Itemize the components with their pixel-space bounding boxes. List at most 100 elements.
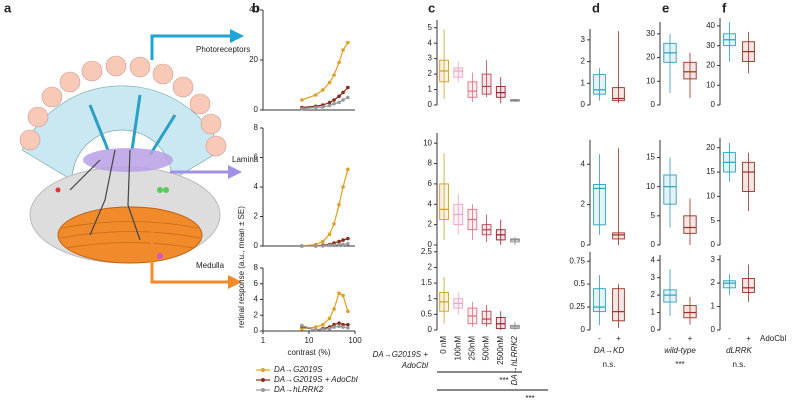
data-point [332, 307, 336, 311]
series-line [301, 169, 349, 247]
y-tick-label: 0.5 [421, 309, 433, 318]
x-axis-title: DA→KD [594, 346, 624, 355]
y-tick-label: 4 [254, 295, 259, 304]
data-point [327, 232, 332, 236]
legend-marker [261, 388, 265, 392]
data-point [337, 291, 341, 296]
data-point [346, 309, 350, 314]
y-tick-label: 40 [706, 21, 715, 30]
y-tick-label: 2 [254, 310, 259, 319]
data-point [346, 236, 350, 241]
data-point [341, 185, 345, 189]
box-body [612, 232, 625, 240]
y-tick-label: 0 [254, 326, 259, 335]
data-point [321, 322, 325, 327]
box-body [453, 67, 464, 78]
box-body [481, 73, 492, 95]
data-point [341, 90, 345, 95]
box-body [683, 215, 697, 234]
data-point [337, 60, 341, 65]
box-body [663, 174, 677, 205]
data-point [327, 316, 332, 321]
legend-marker [261, 378, 265, 382]
box-body [467, 81, 478, 98]
data-point [313, 244, 318, 248]
y-tick-label: 10 [646, 76, 655, 85]
illustration-label: Medulla [196, 261, 225, 270]
data-point [337, 324, 341, 329]
data-point [321, 88, 325, 92]
data-point [346, 167, 350, 172]
y-tick-label: 1 [651, 308, 656, 317]
x-tick-label: 250nM [468, 336, 477, 361]
y-tick-label: 0 [711, 100, 716, 109]
x-tick-label: 100 [348, 336, 362, 345]
data-point [341, 238, 345, 242]
data-point [341, 293, 345, 298]
y-tick-label: 4 [428, 38, 433, 47]
category-title: AdoCbl [760, 334, 786, 343]
data-point [300, 244, 304, 248]
y-tick-label: 2.5 [421, 247, 433, 256]
y-tick-label: 1 [428, 294, 433, 303]
legend-label: DA→G2019S [274, 365, 323, 374]
y-tick-label: 5 [711, 216, 716, 225]
y-tick-label: 4 [428, 199, 433, 208]
y-tick-label: 15 [646, 153, 655, 162]
x-tick-label: 0 nM [439, 336, 448, 354]
data-point [300, 323, 304, 328]
annotation: n.s. [603, 360, 616, 369]
y-tick-label: 0.5 [574, 279, 586, 288]
data-point [346, 322, 350, 327]
box-body [439, 183, 449, 220]
box-body [593, 288, 606, 313]
box-body [495, 86, 506, 98]
data-point [346, 241, 350, 246]
y-tick-label: 10 [646, 182, 655, 191]
x-tick-label: 1 [261, 336, 266, 345]
panel-label: d [592, 0, 600, 15]
y-tick-label: 10 [706, 191, 715, 200]
y-tick-label: 0 [651, 240, 656, 249]
box-body [723, 280, 736, 289]
y-tick-label: 2 [428, 69, 433, 78]
x-axis-title: DA→G2019S + [373, 350, 429, 359]
y-tick-label: 3 [711, 255, 716, 264]
data-point [341, 48, 345, 52]
y-tick-label: 0 [428, 100, 433, 109]
y-tick-label: 0.25 [569, 302, 585, 311]
data-point [337, 321, 341, 325]
y-tick-label: 0 [651, 100, 656, 109]
y-tick-label: 2 [711, 278, 716, 287]
y-tick-label: 8 [428, 159, 433, 168]
y-tick-label: 0.75 [569, 256, 585, 265]
y-tick-label: 20 [249, 55, 258, 64]
x-tick-label: - [598, 334, 601, 343]
annotation: *** [675, 360, 684, 369]
legend-marker [261, 368, 265, 372]
data-point [337, 239, 341, 244]
y-tick-label: 20 [706, 61, 715, 70]
data-point [321, 327, 325, 332]
x-tick-label: 100nM [453, 336, 462, 361]
y-tick-label: 6 [428, 179, 433, 188]
y-tick-label: 20 [646, 53, 655, 62]
x-tick-label: + [688, 334, 693, 343]
panel-label: b [252, 0, 260, 15]
x-tick-label: + [746, 334, 751, 343]
box-body [683, 61, 697, 80]
data-point [341, 325, 345, 329]
illustration-label: Lamina [232, 155, 259, 164]
panel-label: e [662, 0, 669, 15]
y-tick-label: 0 [651, 325, 656, 334]
data-point [321, 244, 325, 248]
x-tick-label: 10 [305, 336, 314, 345]
data-point [300, 98, 304, 102]
y-tick-label: 2 [428, 220, 433, 229]
data-point [341, 242, 345, 247]
data-point [327, 243, 332, 248]
y-axis-title: retinal response (a.u., mean ± SE) [237, 206, 246, 328]
x-axis-title: contrast (%) [287, 348, 330, 357]
data-point [332, 222, 336, 226]
